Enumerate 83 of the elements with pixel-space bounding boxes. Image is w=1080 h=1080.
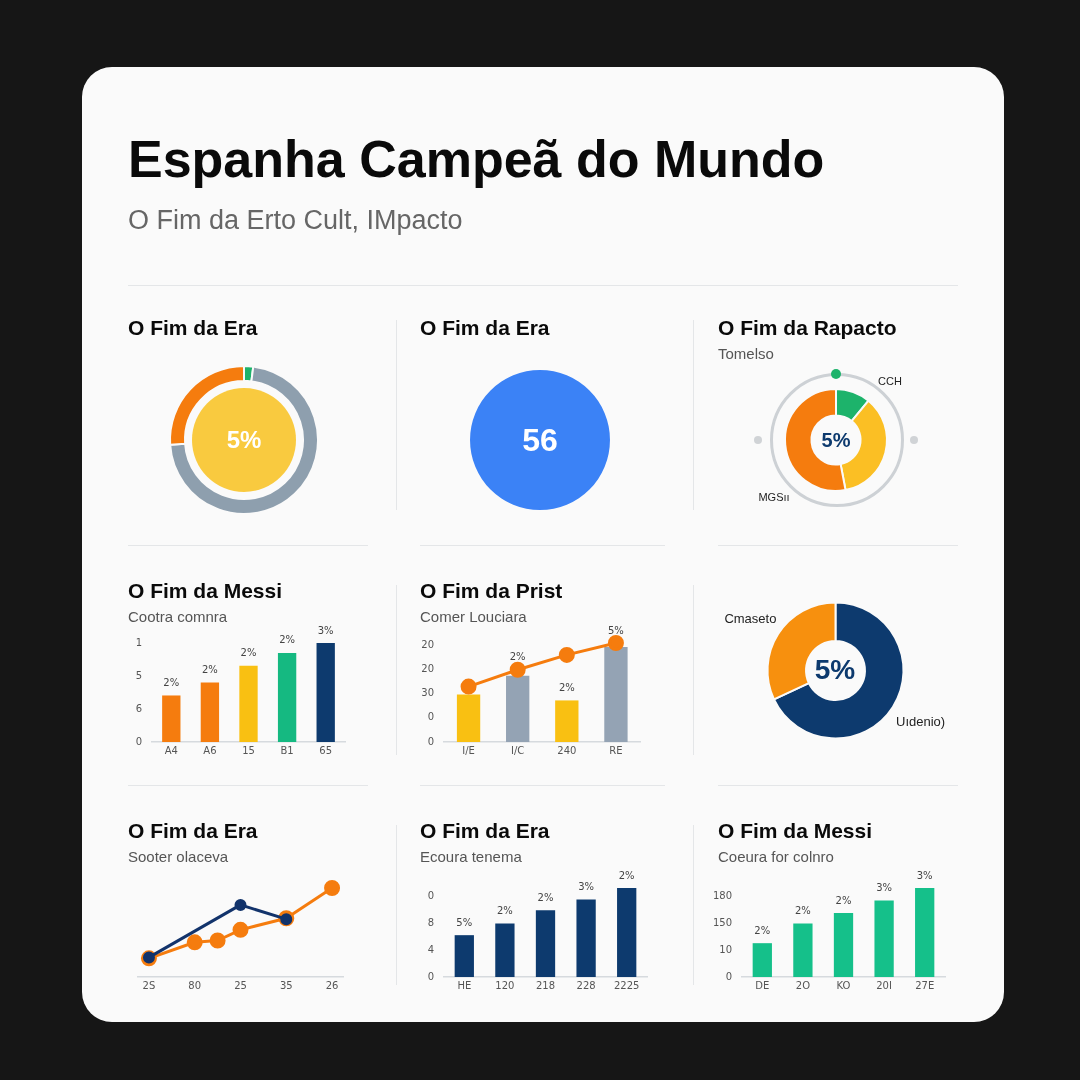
x-tick-label: 25 <box>234 979 247 991</box>
chart-title: O Fim da Messi <box>718 819 873 843</box>
x-tick-label: A6 <box>203 744 217 756</box>
chart-title: O Fim da Era <box>128 819 258 843</box>
x-tick-label: 80 <box>188 979 202 991</box>
text: 30 <box>421 687 434 699</box>
x-tick-label: 20I <box>876 979 892 991</box>
x-tick-label: 26 <box>325 979 339 991</box>
annotation: 2% <box>496 905 513 917</box>
annotation: 3% <box>578 881 595 893</box>
annotation: 2% <box>163 677 180 689</box>
text: 0 <box>135 735 142 747</box>
x-tick-label: DE <box>755 979 770 991</box>
text: 20 <box>421 638 434 650</box>
x-tick-label: 27E <box>915 979 935 991</box>
annotation: 3% <box>317 624 334 636</box>
x-tick-label: 2225 <box>613 979 640 991</box>
annotation: 2% <box>201 664 218 676</box>
x-tick-label: 65 <box>319 744 333 756</box>
text: CCH <box>878 375 902 387</box>
x-tick-label: HE <box>457 979 472 991</box>
annotation: 2% <box>754 924 771 936</box>
annotation: 3% <box>876 882 893 894</box>
chart-title: O Fim da Era <box>420 819 550 843</box>
text: 5% <box>226 426 262 454</box>
text: 5% <box>821 428 851 452</box>
x-tick-label: 35 <box>279 979 293 991</box>
chart-title: O Fim da Rapacto <box>718 316 897 340</box>
chart-subtitle: Coeura for colnro <box>718 848 834 865</box>
annotation: 2% <box>537 891 554 903</box>
x-tick-label: RE <box>609 744 623 756</box>
chart-subtitle: Cootra comnra <box>128 608 228 625</box>
annotation: 2% <box>835 894 852 906</box>
text: 10 <box>719 943 732 955</box>
text: 0 <box>427 970 434 982</box>
text: 56 <box>522 421 558 459</box>
x-tick-label: KO <box>836 979 851 991</box>
text: 4 <box>427 943 434 955</box>
text: 5% <box>814 654 856 686</box>
chart-title: O Fim da Era <box>420 316 550 340</box>
chart-title: O Fim da Era <box>128 316 258 340</box>
annotation: 2% <box>618 869 635 881</box>
text: 0 <box>725 970 732 982</box>
annotation: 2% <box>509 651 526 663</box>
chart-subtitle: Ecoura tenema <box>420 848 522 865</box>
x-tick-label: 2S <box>142 979 156 991</box>
slice-label: Cmaseto <box>724 610 777 626</box>
x-tick-label: I/C <box>511 744 525 756</box>
text: MGSıı <box>758 491 790 503</box>
text: 1 <box>135 636 142 648</box>
text: 150 <box>712 916 732 928</box>
chart-subtitle: Tomelso <box>718 345 774 362</box>
x-tick-label: I/E <box>462 744 475 756</box>
text: 0 <box>427 711 434 723</box>
x-tick-label: 120 <box>495 979 515 991</box>
text: 8 <box>427 917 434 929</box>
text: O Fim da Erto Cult, IMpacto <box>128 205 463 236</box>
annotation: 2% <box>240 647 257 659</box>
slice-label: Uıdenio) <box>896 713 946 729</box>
annotation: 2% <box>558 682 575 694</box>
chart-subtitle: Comer Louciara <box>420 608 527 625</box>
x-tick-label: 15 <box>242 744 255 756</box>
x-tick-label: A4 <box>164 744 178 756</box>
text: 0 <box>427 735 434 747</box>
chart-title: O Fim da Messi <box>128 579 283 603</box>
text: 0 <box>427 890 434 902</box>
annotation: 5% <box>608 624 624 636</box>
text: Espanha Campeã do Mundo <box>128 129 825 189</box>
x-tick-label: 218 <box>535 979 556 991</box>
text: 20 <box>421 662 434 674</box>
annotation: 3% <box>916 869 933 881</box>
chart-title: O Fim da Prist <box>420 579 563 603</box>
text: 6 <box>135 702 142 714</box>
x-tick-label: 240 <box>557 744 577 756</box>
text: 180 <box>712 889 732 901</box>
annotation: 5% <box>456 916 473 928</box>
text: 5 <box>135 669 142 681</box>
annotation: 2% <box>279 634 296 646</box>
x-tick-label: B1 <box>280 744 294 756</box>
annotation: 2% <box>794 905 811 917</box>
x-tick-label: 2O <box>795 979 811 991</box>
x-tick-label: 228 <box>576 979 596 991</box>
chart-subtitle: Sooter olaceva <box>128 848 229 865</box>
